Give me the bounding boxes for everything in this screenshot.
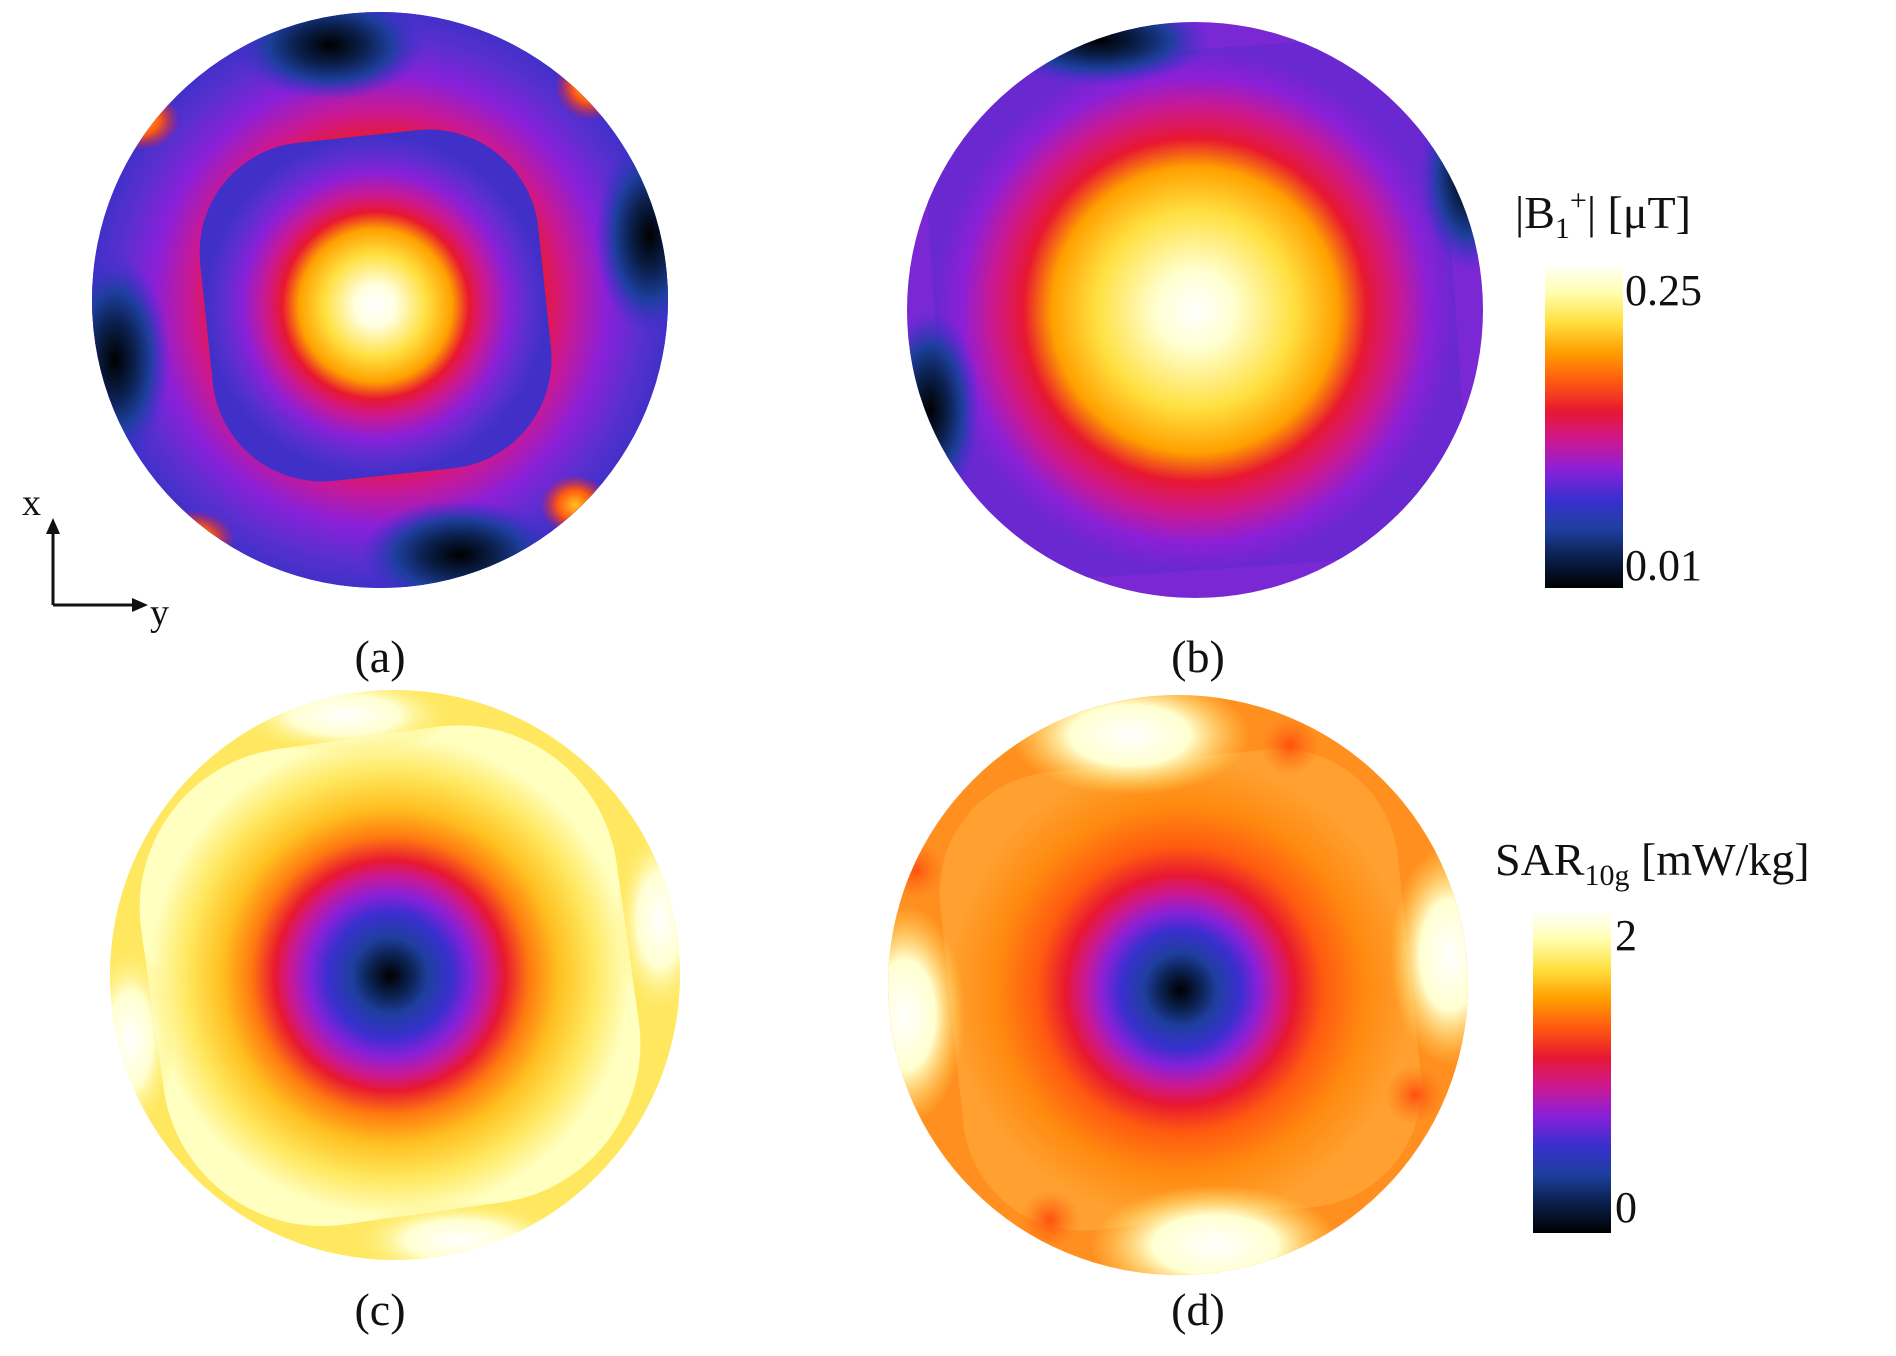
colorbar-sar-min-label: 0	[1615, 1183, 1637, 1232]
colorbar-b1-max-label: 0.25	[1625, 266, 1702, 315]
panel-d-spot-2	[888, 840, 945, 900]
panel-c-lobe-right	[615, 825, 680, 1015]
panel-label-a: (a)	[354, 631, 405, 682]
colorbar-b1-title-end: | [μT]	[1587, 187, 1691, 238]
panel-a-edge-orange-1	[100, 90, 180, 150]
panel-d-spot-1	[1260, 715, 1320, 775]
colorbar-sar-title: SAR10g [mW/kg]	[1495, 834, 1810, 892]
panel-c-core	[139, 725, 641, 1227]
panel-d-spot-4	[1020, 1190, 1080, 1250]
colorbar-sar-title-end: [mW/kg]	[1629, 834, 1809, 885]
panel-a-lobe-bottom	[360, 500, 560, 588]
axis-x-label: x	[22, 482, 41, 524]
colorbar-b1-title-main: |B	[1515, 187, 1555, 238]
panel-a-edge-orange-2	[145, 510, 235, 570]
panel-b-lobe-right	[1420, 80, 1483, 270]
colorbar-b1-bar	[1545, 263, 1623, 588]
panel-b-core	[927, 42, 1463, 578]
colorbar-b1: |B1+| [μT] 0.25 0.01	[1515, 184, 1702, 590]
colorbar-b1-title-sup: +	[1570, 184, 1587, 217]
panel-d-lobe-bottom	[1090, 1185, 1340, 1275]
colorbar-b1-title: |B1+| [μT]	[1515, 184, 1691, 245]
panel-d-lobe-top	[1010, 695, 1250, 795]
panel-c-lobe-top	[235, 690, 455, 755]
axis-y-arrowhead	[132, 598, 148, 612]
axis-y-label: y	[150, 592, 169, 634]
panel-a-edge-orange-3	[540, 475, 610, 535]
colorbar-sar-title-main: SAR	[1495, 834, 1585, 885]
panel-d-lobe-left	[888, 905, 965, 1125]
panel-d-spot-3	[1385, 1065, 1445, 1125]
axes-indicator: x y	[22, 482, 169, 634]
panel-a	[92, 12, 668, 588]
panel-d	[888, 695, 1468, 1275]
panel-b	[907, 22, 1483, 598]
panel-c	[110, 690, 680, 1260]
axis-x-arrowhead	[46, 518, 60, 534]
panel-a-lobe-right	[595, 135, 668, 335]
panel-d-lobe-right	[1390, 845, 1468, 1065]
panel-a-core	[199, 129, 552, 482]
panel-label-b: (b)	[1171, 631, 1225, 682]
colorbar-b1-min-label: 0.01	[1625, 541, 1702, 590]
colorbar-b1-title-sub: 1	[1555, 212, 1570, 245]
colorbar-sar-title-sub: 10g	[1584, 859, 1629, 892]
panel-b-lobe-left	[907, 310, 980, 510]
panel-a-edge-orange-4	[555, 50, 625, 120]
colorbar-sar: SAR10g [mW/kg] 2 0	[1495, 834, 1810, 1233]
panel-label-c: (c)	[354, 1284, 405, 1335]
colorbar-sar-max-label: 2	[1615, 911, 1637, 960]
panel-c-lobe-left	[110, 945, 175, 1135]
colorbar-sar-bar	[1533, 910, 1611, 1233]
panel-c-lobe-bottom	[350, 1200, 570, 1260]
panel-label-d: (d)	[1171, 1284, 1225, 1335]
panel-d-core	[939, 748, 1422, 1231]
panel-a-lobe-left	[92, 255, 170, 465]
